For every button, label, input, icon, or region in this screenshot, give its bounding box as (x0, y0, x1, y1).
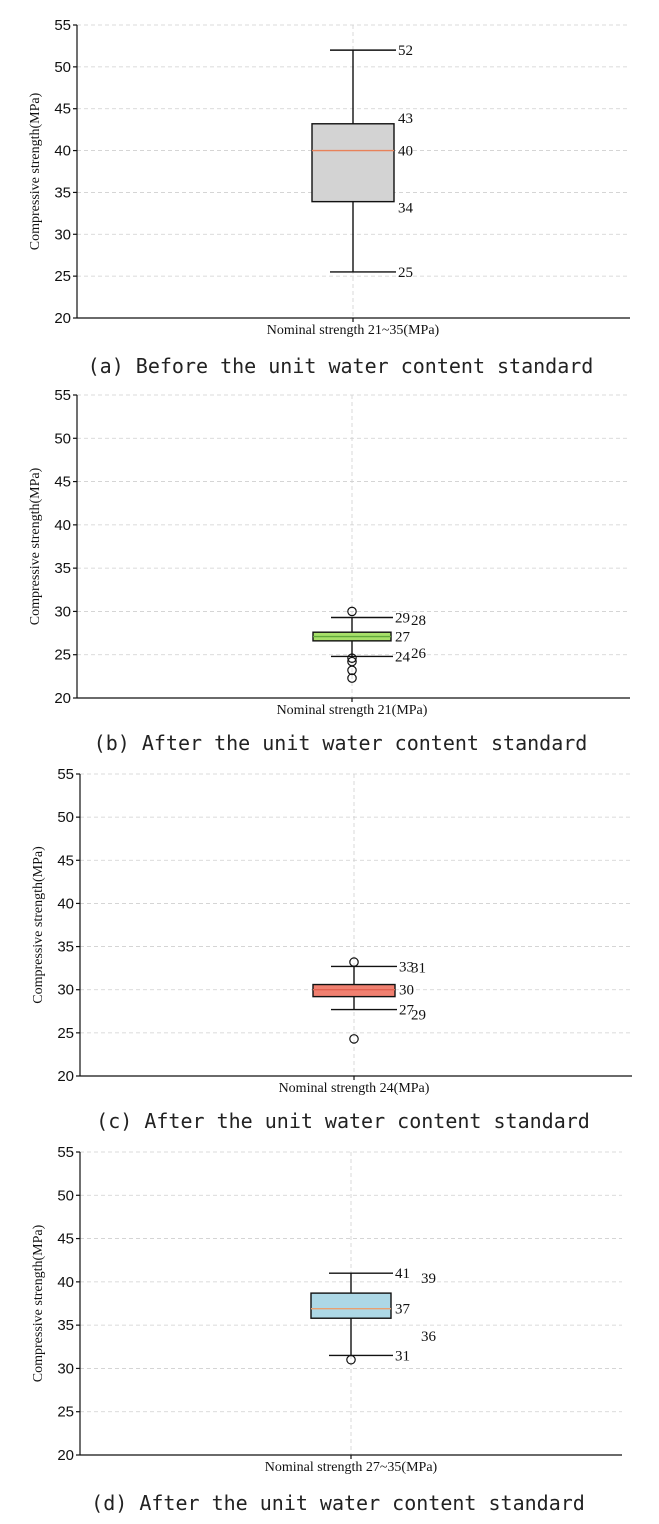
q3-value-label: 28 (411, 613, 426, 629)
y-tick-label: 30 (57, 982, 74, 999)
q3-value-label: 39 (421, 1271, 436, 1287)
y-tick-label: 40 (57, 895, 74, 912)
y-tick-label: 45 (57, 1231, 74, 1248)
y-tick-label: 25 (57, 1025, 74, 1042)
y-axis-label: Compressive strength(MPa) (31, 846, 46, 1004)
median-value-label: 37 (395, 1302, 411, 1318)
y-tick-label: 20 (57, 1447, 74, 1464)
outlier-point (346, 1354, 356, 1365)
x-category-label: Nominal strength 21(MPa) (277, 703, 428, 718)
outlier-point (347, 665, 357, 676)
y-tick-label: 45 (57, 852, 74, 869)
y-tick-label: 25 (54, 647, 71, 664)
y-tick-label: 20 (54, 690, 71, 707)
upper-whisker-value-label: 33 (399, 959, 414, 975)
upper-whisker-value-label: 29 (395, 610, 410, 626)
q3-value-label: 43 (398, 111, 413, 127)
outlier-point (347, 673, 357, 683)
q1-value-label: 36 (421, 1329, 437, 1345)
panel-caption: (b) After the unit water content standar… (94, 731, 588, 755)
y-tick-label: 40 (54, 143, 71, 160)
q1-value-label: 34 (398, 201, 414, 217)
outlier-point (347, 653, 357, 663)
y-tick-label: 55 (57, 1144, 74, 1161)
y-tick-label: 45 (54, 101, 71, 118)
box-panel-a: 20 25 30 35 40 45 50 55 Nominal strength 21~35(M… (28, 17, 630, 378)
y-tick-label: 35 (54, 184, 71, 201)
y-tick-label: 25 (57, 1404, 74, 1421)
outlier-point (349, 957, 359, 967)
y-tick-label: 40 (57, 1274, 74, 1291)
lower-whisker-value-label: 27 (399, 1003, 415, 1019)
y-tick-label: 45 (54, 474, 71, 491)
x-category-label: Nominal strength 27~35(MPa) (265, 1460, 438, 1475)
y-tick-label: 35 (57, 1317, 74, 1334)
y-tick-label: 50 (57, 809, 74, 826)
x-category-label: Nominal strength 21~35(MPa) (267, 323, 440, 338)
panel-caption: (d) After the unit water content standar… (91, 1491, 585, 1515)
y-tick-label: 30 (54, 226, 71, 243)
lower-whisker-value-label: 24 (395, 649, 411, 665)
lower-whisker-value-label: 25 (398, 265, 413, 281)
lower-whisker-value-label: 31 (395, 1348, 410, 1364)
y-tick-label: 50 (57, 1187, 74, 1204)
y-tick-label: 35 (54, 560, 71, 577)
y-tick-label: 50 (54, 430, 71, 447)
y-axis-label: Compressive strength(MPa) (28, 467, 43, 625)
upper-whisker-value-label: 52 (398, 43, 413, 59)
y-tick-label: 20 (54, 310, 71, 327)
box-panel-c: 20 25 30 35 40 45 50 55 Nominal strength 24(MPa)… (31, 766, 632, 1133)
y-tick-label: 40 (54, 517, 71, 534)
outlier-point (349, 1034, 359, 1044)
q3-value-label: 31 (411, 961, 426, 977)
outlier-point (347, 606, 357, 617)
iqr-box (310, 1292, 392, 1319)
y-tick-label: 55 (54, 17, 71, 34)
y-axis-label: Compressive strength(MPa) (31, 1224, 46, 1382)
box-panel-b: 20 25 30 35 40 45 50 55 Nominal strength 21(MPa)… (28, 387, 630, 755)
panel-caption: (c) After the unit water content standar… (96, 1109, 590, 1133)
q1-value-label: 26 (411, 646, 427, 662)
y-axis-label: Compressive strength(MPa) (28, 92, 43, 250)
y-tick-label: 30 (54, 603, 71, 620)
panel-caption: (a) Before the unit water content standa… (88, 354, 594, 378)
x-category-label: Nominal strength 24(MPa) (279, 1081, 430, 1096)
y-tick-label: 50 (54, 59, 71, 76)
upper-whisker-value-label: 41 (395, 1266, 410, 1282)
box-panel-d: 20 25 30 35 40 45 50 55 Nominal strength 27~35(M… (31, 1144, 622, 1515)
y-tick-label: 30 (57, 1360, 74, 1377)
iqr-box (312, 983, 396, 998)
q1-value-label: 29 (411, 1008, 426, 1024)
iqr-box (311, 123, 395, 203)
y-tick-label: 55 (54, 387, 71, 404)
y-tick-label: 55 (57, 766, 74, 783)
y-tick-label: 25 (54, 268, 71, 285)
median-value-label: 30 (399, 983, 414, 999)
y-tick-label: 35 (57, 939, 74, 956)
median-value-label: 40 (398, 144, 413, 160)
median-value-label: 27 (395, 630, 411, 646)
y-tick-label: 20 (57, 1068, 74, 1085)
